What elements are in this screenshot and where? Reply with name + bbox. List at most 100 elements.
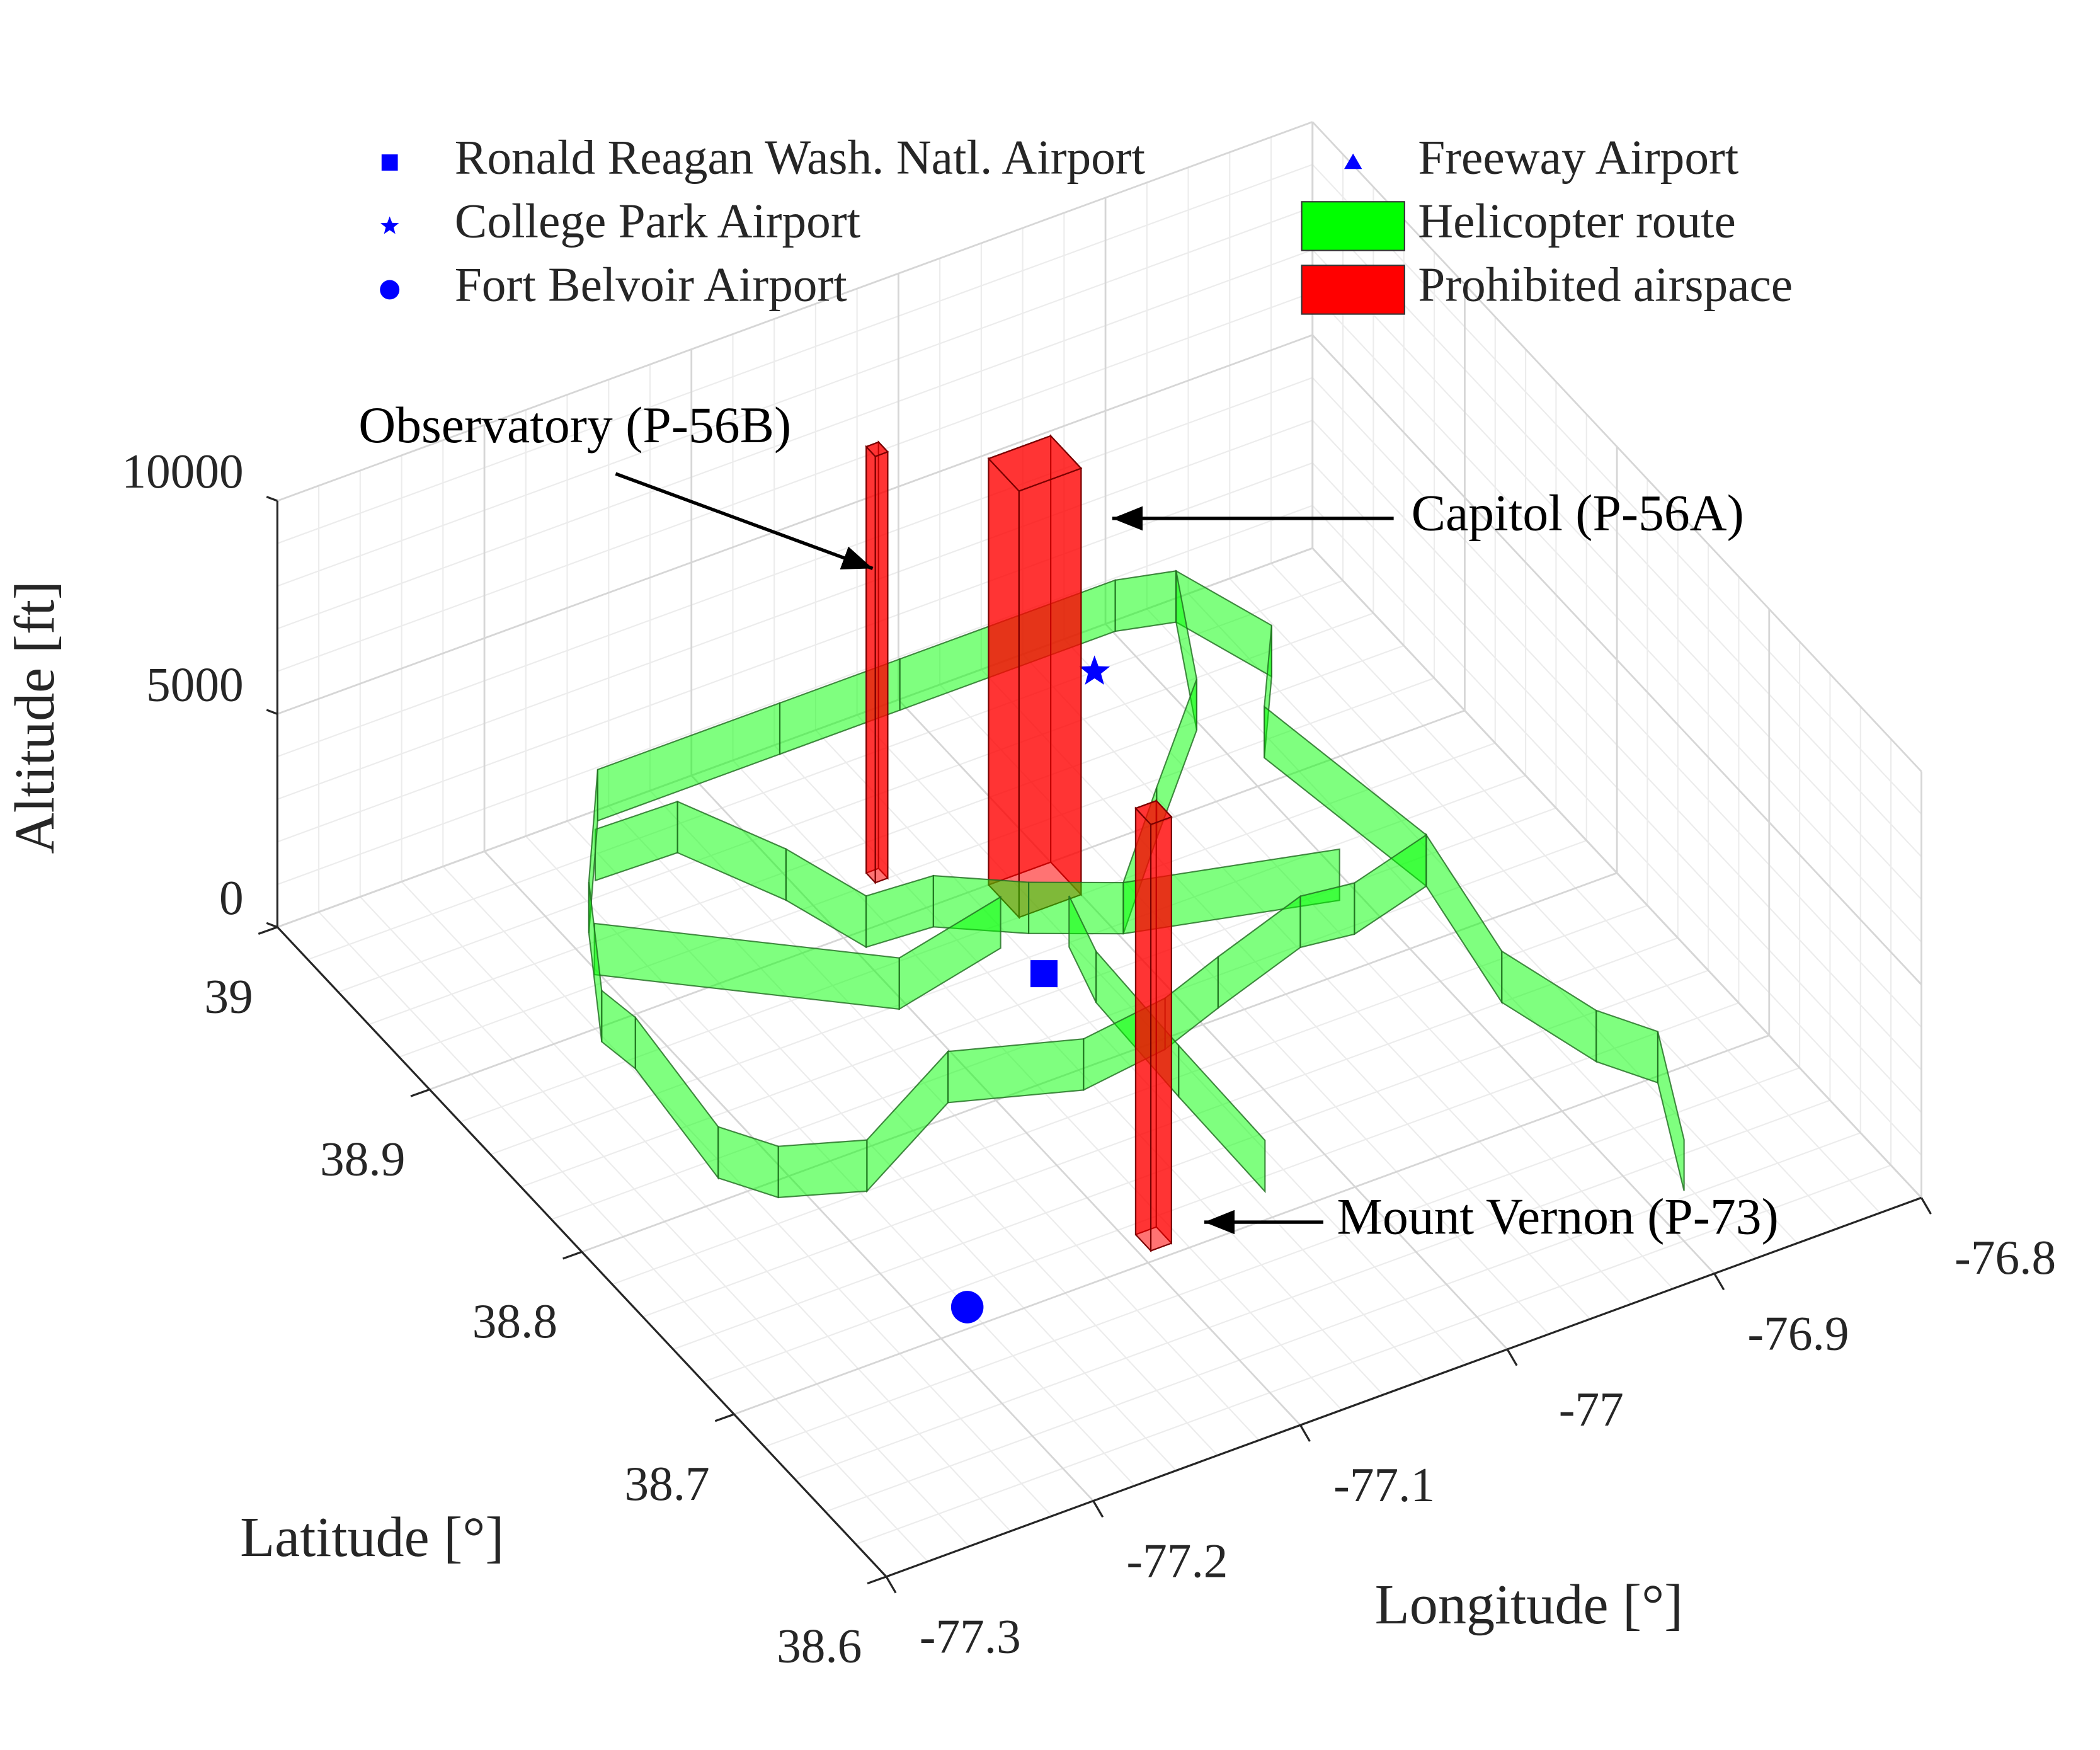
airport-point	[1030, 960, 1058, 988]
y-tick-label: 39	[204, 969, 253, 1024]
minor-grid	[277, 292, 1313, 672]
annotation: Observatory (P-56B)	[358, 396, 791, 454]
legend-label: Prohibited airspace	[1418, 258, 1793, 312]
minor-grid	[794, 1099, 1830, 1480]
airspace-face	[988, 457, 1020, 919]
legend-label: Helicopter route	[1418, 194, 1736, 248]
y-tick	[258, 926, 278, 935]
x-tick	[1299, 1424, 1311, 1442]
legend-marker	[381, 154, 398, 171]
route-segment	[1178, 1043, 1266, 1194]
legend-label: College Park Airport	[455, 194, 861, 248]
x-tick-label: -77	[1559, 1382, 1624, 1436]
route-segment	[1501, 950, 1597, 1063]
z-tick-label: 10000	[122, 444, 243, 498]
y-axis-label: Latitude [°]	[240, 1506, 504, 1569]
airspace-face	[1134, 799, 1173, 826]
minor-grid	[399, 677, 1435, 1058]
annotation: Mount Vernon (P-73)	[1337, 1188, 1778, 1245]
route-segment	[785, 847, 867, 949]
grid-line	[1311, 334, 1922, 985]
route-segment	[717, 1126, 779, 1199]
minor-grid	[338, 612, 1374, 993]
annotation: Capitol (P-56A)	[1412, 484, 1744, 542]
x-axis	[886, 1196, 1922, 1578]
y-tick	[867, 1576, 887, 1585]
grid-line	[277, 121, 1313, 502]
annotation-arrow	[615, 472, 874, 570]
x-tick-label: -76.8	[1954, 1230, 2056, 1284]
z-tick-label: 5000	[146, 657, 244, 711]
y-tick	[714, 1413, 734, 1422]
x-tick	[885, 1576, 897, 1594]
minor-grid	[825, 1132, 1861, 1513]
legend-swatch	[1301, 201, 1405, 251]
minor-grid	[277, 420, 1313, 800]
y-tick-label: 38.7	[624, 1456, 709, 1511]
minor-grid	[673, 969, 1709, 1350]
route-segment	[1595, 1009, 1659, 1084]
grid-line	[1311, 121, 1922, 772]
minor-grid	[277, 164, 1313, 544]
x-tick-label: -77.3	[920, 1610, 1021, 1664]
route-segment	[866, 1049, 949, 1193]
z-tick	[266, 496, 278, 502]
minor-grid	[703, 1002, 1739, 1383]
airspace-face	[987, 435, 1083, 492]
airspace-face	[865, 445, 876, 884]
route-segment	[777, 1139, 868, 1199]
route-segment	[634, 1015, 719, 1181]
route-segment	[865, 874, 934, 948]
x-tick	[1920, 1197, 1932, 1215]
z-axis-label: Altitude [ft]	[3, 581, 66, 854]
grid-line	[277, 334, 1313, 715]
airspace-face	[1150, 816, 1172, 1252]
y-tick-label: 38.6	[777, 1619, 862, 1673]
x-tick-label: -77.1	[1333, 1458, 1435, 1512]
legend-label: Freeway Airport	[1418, 130, 1738, 185]
legend-label: Ronald Reagan Wash. Natl. Airport	[455, 130, 1146, 185]
minor-grid	[764, 1067, 1800, 1448]
legend-swatch	[1301, 265, 1405, 315]
y-tick-label: 38.8	[472, 1294, 557, 1348]
route-segment	[947, 1038, 1085, 1104]
airport-point	[1079, 655, 1110, 685]
z-tick-label: 0	[219, 871, 244, 925]
minor-grid	[612, 905, 1648, 1285]
minor-grid	[277, 206, 1313, 587]
x-tick	[1713, 1272, 1725, 1291]
x-tick-label: -77.2	[1126, 1533, 1228, 1587]
grid-line	[1311, 547, 1922, 1199]
x-tick-label: -76.9	[1747, 1307, 1849, 1361]
legend-marker	[380, 216, 399, 234]
z-tick	[266, 709, 278, 715]
z-tick	[266, 922, 278, 929]
x-axis-label: Longitude [°]	[1375, 1573, 1684, 1636]
minor-grid	[277, 505, 1313, 886]
airspace-face	[1134, 806, 1152, 1253]
route-segment	[676, 800, 787, 901]
airspace-face	[874, 450, 889, 884]
legend-marker	[1344, 153, 1362, 169]
x-tick	[1506, 1349, 1518, 1366]
y-tick	[562, 1250, 583, 1260]
minor-grid	[855, 1164, 1892, 1545]
route-segment	[1657, 1031, 1685, 1191]
legend-label: Fort Belvoir Airport	[455, 258, 847, 312]
route-segment	[596, 702, 781, 822]
airspace-face	[1018, 467, 1082, 918]
y-tick	[410, 1088, 430, 1097]
minor-grid	[277, 377, 1313, 758]
route-segment	[1164, 955, 1219, 1051]
airspace-face	[865, 441, 889, 457]
grid-line	[733, 1034, 1770, 1415]
airport-point	[950, 1291, 984, 1324]
y-tick-label: 38.9	[320, 1131, 405, 1186]
route-segment	[1114, 570, 1177, 632]
x-tick	[1092, 1500, 1104, 1518]
route-segment	[601, 989, 636, 1070]
minor-grid	[307, 580, 1344, 961]
minor-grid	[277, 249, 1313, 630]
legend-marker	[380, 280, 400, 300]
